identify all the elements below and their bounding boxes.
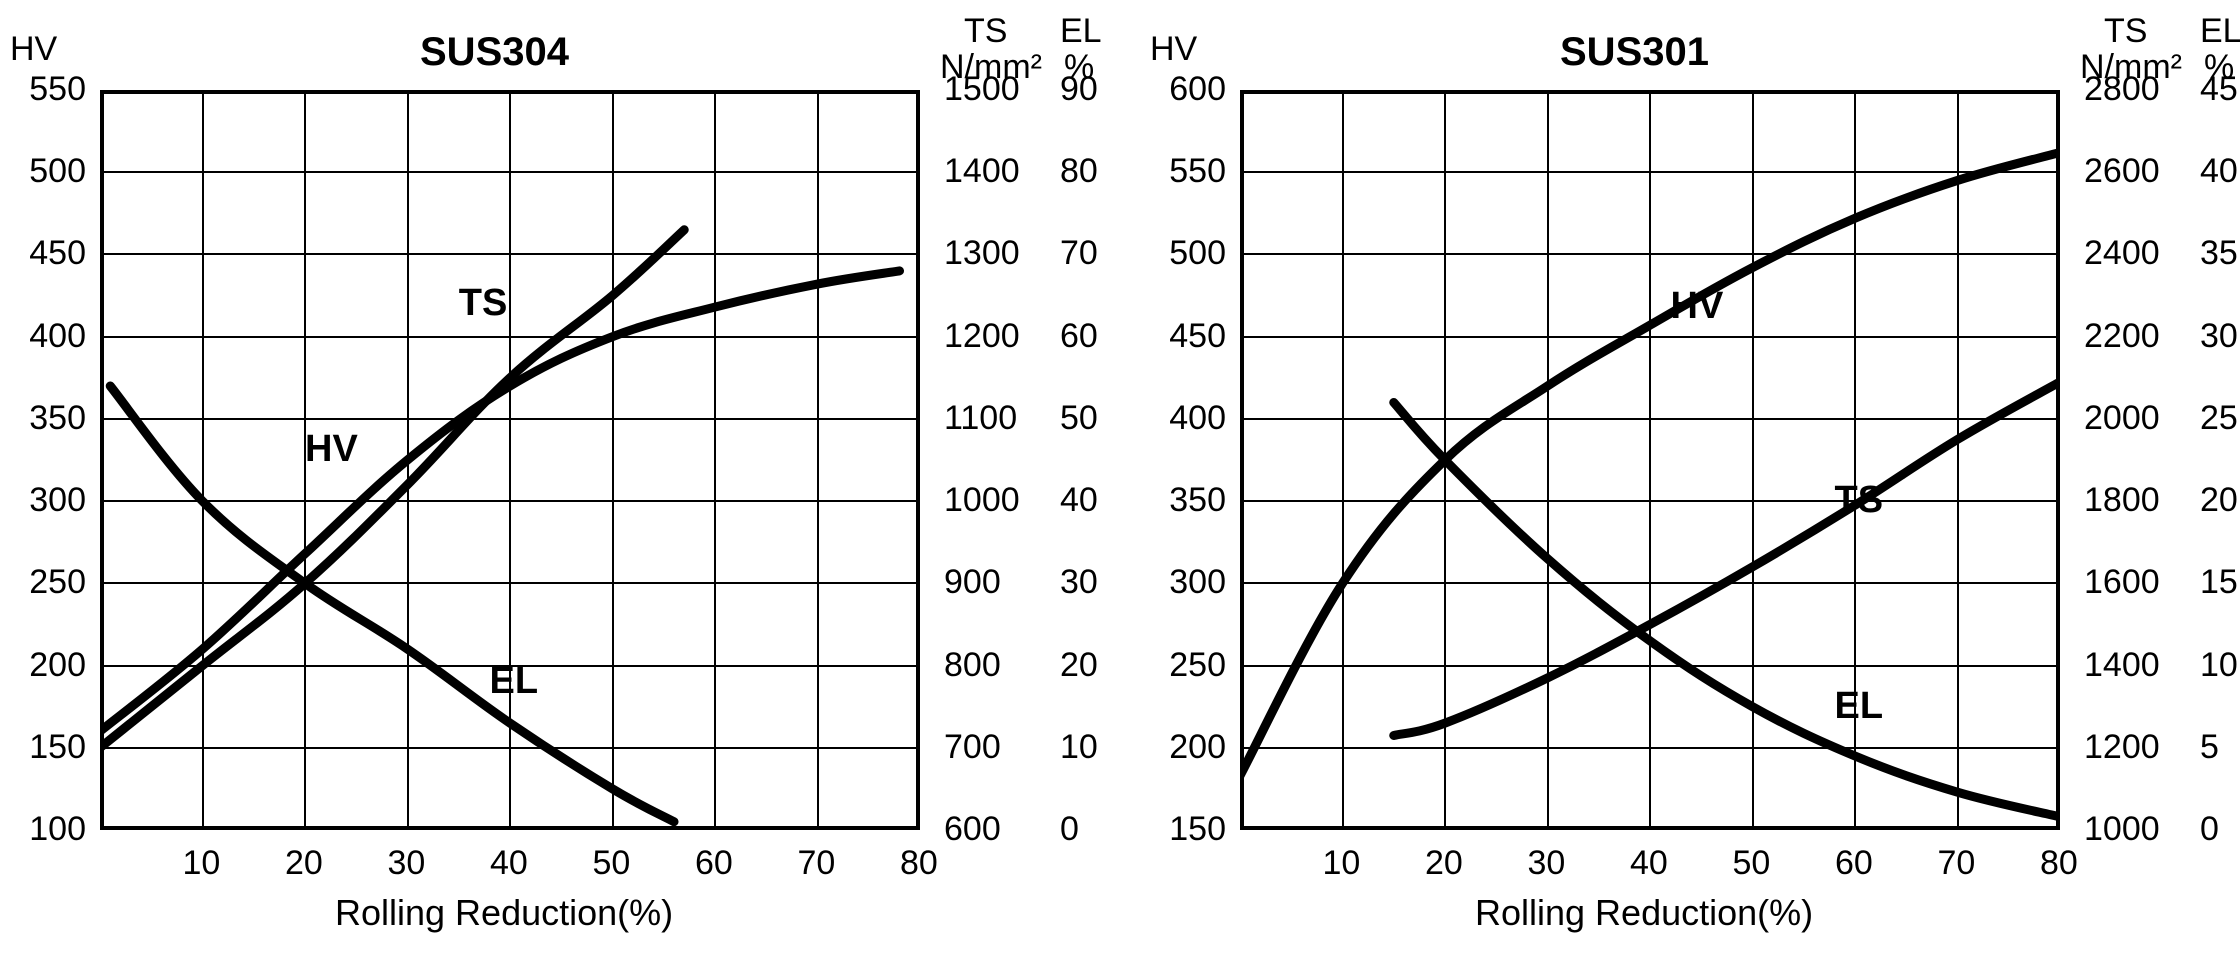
sus301-curves <box>1240 90 2060 830</box>
sus301-ytick-left: 550 <box>1169 152 1226 191</box>
sus301-ytick-ts: 2400 <box>2084 234 2160 273</box>
sus301-ytick-el: 0 <box>2200 810 2219 849</box>
sus301-label-ts: TS <box>1835 479 1884 522</box>
sus301-ytick-el: 45 <box>2200 70 2238 109</box>
sus301-xtick: 80 <box>2040 844 2078 883</box>
sus301-ytick-ts: 1000 <box>2084 810 2160 849</box>
sus301-xtick: 40 <box>1630 844 1668 883</box>
sus301-ytick-left: 300 <box>1169 563 1226 602</box>
sus301-ytick-el: 15 <box>2200 563 2238 602</box>
sus301-curve-el <box>1394 402 2060 816</box>
sus301-ytick-el: 20 <box>2200 481 2238 520</box>
sus301-plot-area: HV TS EL <box>1240 90 2060 830</box>
sus301-ytick-ts: 2000 <box>2084 399 2160 438</box>
sus301-ytick-left: 400 <box>1169 399 1226 438</box>
sus301-ytick-ts: 1800 <box>2084 481 2160 520</box>
sus301-ytick-ts: 2200 <box>2084 317 2160 356</box>
sus301-chart: HVTSELSUS301HVTSN/mm²EL%1502002503003504… <box>0 0 2240 980</box>
sus301-ytick-ts: 2800 <box>2084 70 2160 109</box>
sus301-ytick-left: 350 <box>1169 481 1226 520</box>
sus301-curve-hv <box>1240 152 2060 775</box>
sus301-xtick: 50 <box>1733 844 1771 883</box>
sus301-ytick-ts: 1400 <box>2084 646 2160 685</box>
sus301-xtick: 10 <box>1323 844 1361 883</box>
sus301-ytick-el: 35 <box>2200 234 2238 273</box>
sus301-ytick-left: 250 <box>1169 646 1226 685</box>
sus301-ytick-left: 150 <box>1169 810 1226 849</box>
sus301-xlabel: Rolling Reduction(%) <box>1475 892 1813 934</box>
sus301-ytick-left: 200 <box>1169 728 1226 767</box>
sus301-right-axis-el-header: EL <box>2200 12 2240 51</box>
sus301-ytick-ts: 1200 <box>2084 728 2160 767</box>
sus301-label-el: EL <box>1835 685 1884 728</box>
sus301-title: SUS301 <box>1560 30 1709 75</box>
sus301-curve-ts <box>1394 382 2060 736</box>
sus301-xtick: 70 <box>1938 844 1976 883</box>
sus301-ytick-el: 25 <box>2200 399 2238 438</box>
sus301-ytick-el: 30 <box>2200 317 2238 356</box>
sus301-ytick-ts: 2600 <box>2084 152 2160 191</box>
sus301-ytick-el: 10 <box>2200 646 2238 685</box>
sus301-label-hv: HV <box>1671 285 1724 328</box>
sus301-ytick-left: 600 <box>1169 70 1226 109</box>
sus301-ytick-left: 450 <box>1169 317 1226 356</box>
sus301-ytick-left: 500 <box>1169 234 1226 273</box>
sus301-left-axis-header: HV <box>1150 30 1197 69</box>
sus301-xtick: 60 <box>1835 844 1873 883</box>
sus301-ytick-el: 5 <box>2200 728 2219 767</box>
sus301-right-axis-ts-header: TS <box>2104 12 2147 51</box>
sus301-ytick-el: 40 <box>2200 152 2238 191</box>
sus301-xtick: 20 <box>1425 844 1463 883</box>
sus301-xtick: 30 <box>1528 844 1566 883</box>
sus301-ytick-ts: 1600 <box>2084 563 2160 602</box>
